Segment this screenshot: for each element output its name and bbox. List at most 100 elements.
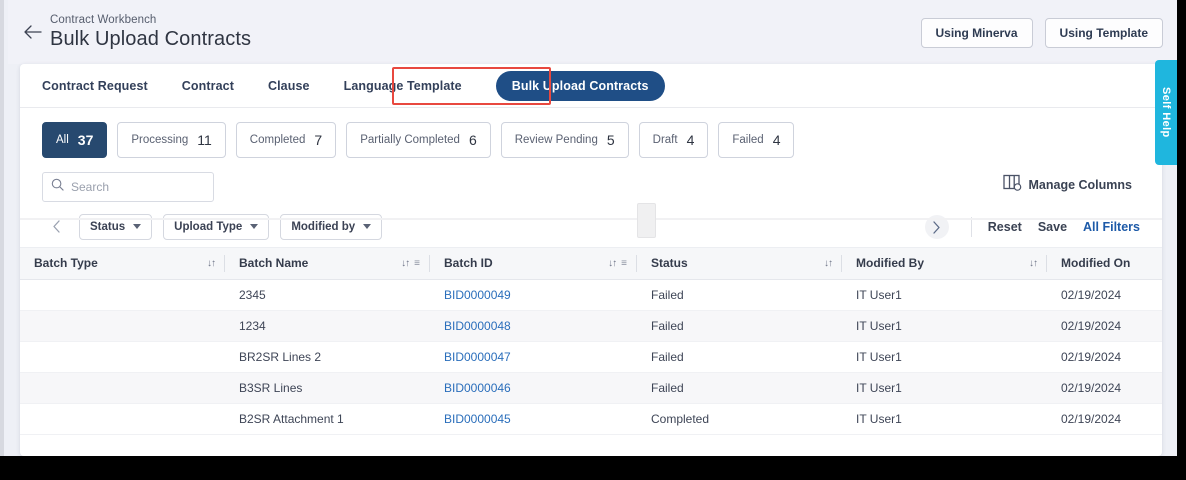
filter-upload-type-dropdown[interactable]: Upload Type — [163, 213, 270, 240]
col-modified-on[interactable]: Modified On — [1047, 248, 1162, 280]
scrollbar-thumb[interactable] — [637, 203, 656, 238]
table-row[interactable]: B2SR Attachment 1 BID0000045 Completed I… — [20, 403, 1162, 435]
cell-batch-name: 1234 — [225, 310, 430, 342]
filter-label: Upload Type — [174, 220, 243, 233]
header-actions: Using Minerva Using Template — [920, 18, 1163, 48]
filter-status-dropdown[interactable]: Status — [79, 213, 153, 240]
cell-batch-type — [20, 279, 225, 311]
sort-icon[interactable]: ↓↑ — [608, 257, 617, 269]
manage-columns-label: Manage Columns — [1028, 178, 1133, 192]
breadcrumb: Contract Workbench — [50, 13, 157, 26]
filter-modified-by-dropdown[interactable]: Modified by — [280, 213, 383, 240]
col-batch-type[interactable]: Batch Type ↓↑ — [20, 248, 225, 280]
cell-batch-id[interactable]: BID0000047 — [430, 341, 637, 373]
col-label: Status — [651, 256, 688, 271]
tab-contract-request[interactable]: Contract Request — [42, 78, 148, 93]
batch-id-link[interactable]: BID0000049 — [444, 287, 511, 302]
col-batch-id[interactable]: Batch ID ↓↑ ≡ — [430, 248, 637, 280]
cell-modified-on: 02/19/2024 — [1047, 403, 1162, 435]
columns-icon — [1002, 174, 1022, 196]
col-modified-by[interactable]: Modified By ↓↑ — [842, 248, 1047, 280]
chip-review-pending[interactable]: Review Pending 5 — [500, 122, 629, 158]
chip-completed[interactable]: Completed 7 — [235, 122, 337, 158]
chip-processing[interactable]: Processing 11 — [117, 122, 226, 158]
chip-all[interactable]: All 37 — [42, 122, 108, 158]
column-separator — [224, 255, 225, 272]
chip-count: 4 — [686, 132, 695, 148]
batch-id-link[interactable]: BID0000045 — [444, 411, 511, 426]
sort-icon[interactable]: ↓↑ — [401, 257, 410, 269]
save-filters-button[interactable]: Save — [1037, 220, 1068, 234]
batch-id-link[interactable]: BID0000048 — [444, 318, 511, 333]
search-box[interactable] — [42, 172, 214, 202]
chevron-left-icon[interactable] — [44, 215, 68, 239]
filter-label: Status — [90, 220, 126, 233]
table-row[interactable]: 2345 BID0000049 Failed IT User1 02/19/20… — [20, 279, 1162, 311]
cell-status: Failed — [637, 372, 842, 404]
chip-draft[interactable]: Draft 4 — [638, 122, 709, 158]
tab-clause[interactable]: Clause — [267, 78, 310, 93]
reset-filters-button[interactable]: Reset — [987, 220, 1022, 234]
cell-modified-by: IT User1 — [842, 372, 1047, 404]
sort-icon[interactable]: ↓↑ — [1029, 257, 1038, 269]
page-title: Bulk Upload Contracts — [50, 27, 252, 50]
sort-icon[interactable]: ↓↑ — [207, 257, 216, 269]
using-minerva-button[interactable]: Using Minerva — [920, 18, 1033, 48]
chip-label: All — [56, 134, 69, 146]
chip-label: Processing — [131, 134, 189, 146]
manage-columns-button[interactable]: Manage Columns — [1002, 174, 1133, 196]
chip-label: Review Pending — [514, 134, 598, 146]
cell-batch-id[interactable]: BID0000049 — [430, 279, 637, 311]
filter-label: Modified by — [291, 220, 356, 233]
table-row[interactable]: 1234 BID0000048 Failed IT User1 02/19/20… — [20, 310, 1162, 342]
using-template-button[interactable]: Using Template — [1044, 18, 1163, 48]
cell-modified-on: 02/19/2024 — [1047, 310, 1162, 342]
col-status[interactable]: Status ↓↑ — [637, 248, 842, 280]
search-input[interactable] — [71, 180, 201, 194]
cell-batch-id[interactable]: BID0000048 — [430, 310, 637, 342]
cell-modified-by: IT User1 — [842, 279, 1047, 311]
scrollbar-track[interactable] — [20, 218, 1162, 220]
chip-partially-completed[interactable]: Partially Completed 6 — [346, 122, 491, 158]
chip-failed[interactable]: Failed 4 — [718, 122, 795, 158]
back-arrow-icon[interactable] — [18, 25, 48, 39]
column-separator — [429, 255, 430, 272]
column-menu-icon[interactable]: ≡ — [621, 257, 627, 269]
content-card: Contract Request Contract Clause Languag… — [20, 64, 1162, 456]
col-label: Modified On — [1061, 256, 1131, 271]
chip-label: Failed — [732, 134, 764, 146]
column-menu-icon[interactable]: ≡ — [414, 257, 420, 269]
cell-batch-id[interactable]: BID0000045 — [430, 403, 637, 435]
column-separator — [1046, 255, 1047, 272]
chip-count: 37 — [77, 132, 94, 148]
table-row[interactable]: B3SR Lines BID0000046 Failed IT User1 02… — [20, 372, 1162, 404]
tab-bulk-upload-contracts[interactable]: Bulk Upload Contracts — [495, 70, 665, 101]
batch-id-link[interactable]: BID0000047 — [444, 349, 511, 364]
cell-status: Failed — [637, 341, 842, 373]
tab-language-template[interactable]: Language Template — [343, 78, 462, 93]
cell-status: Failed — [637, 279, 842, 311]
cell-batch-name: B2SR Attachment 1 — [225, 403, 430, 435]
cell-batch-name: BR2SR Lines 2 — [225, 341, 430, 373]
search-icon — [51, 178, 64, 196]
batches-table: Batch Type ↓↑ Batch Name ↓↑ ≡ — [20, 248, 1162, 435]
table-row[interactable]: BR2SR Lines 2 BID0000047 Failed IT User1… — [20, 341, 1162, 373]
all-filters-button[interactable]: All Filters — [1083, 220, 1140, 234]
cell-modified-on: 02/19/2024 — [1047, 372, 1162, 404]
cell-modified-on: 02/19/2024 — [1047, 341, 1162, 373]
sort-icon[interactable]: ↓↑ — [824, 257, 833, 269]
filter-row: Status Upload Type Modified by — [20, 206, 1162, 248]
self-help-label: Self Help — [1160, 87, 1172, 138]
cell-status: Failed — [637, 310, 842, 342]
divider — [970, 217, 972, 237]
col-batch-name[interactable]: Batch Name ↓↑ ≡ — [225, 248, 430, 280]
tab-bar: Contract Request Contract Clause Languag… — [20, 64, 1162, 108]
chevron-down-icon — [250, 224, 259, 229]
cell-batch-id[interactable]: BID0000046 — [430, 372, 637, 404]
cell-batch-name: B3SR Lines — [225, 372, 430, 404]
cell-modified-on: 02/19/2024 — [1047, 279, 1162, 311]
self-help-tab[interactable]: Self Help — [1155, 60, 1177, 165]
tab-contract[interactable]: Contract — [181, 78, 234, 93]
batch-id-link[interactable]: BID0000046 — [444, 380, 511, 395]
